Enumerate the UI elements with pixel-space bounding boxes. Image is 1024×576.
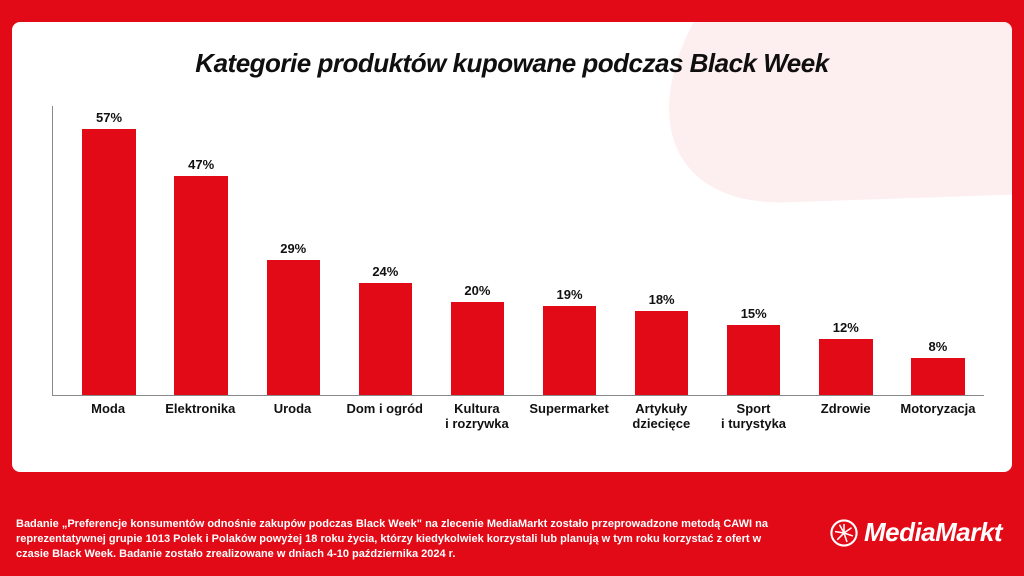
bar-value-label: 19%	[557, 287, 583, 302]
bar-value-label: 18%	[649, 292, 675, 307]
category-label: Kultura i rozrywka	[431, 396, 523, 448]
category-label: Sport i turystyka	[707, 396, 799, 448]
category-label: Artykuły dziecięce	[615, 396, 707, 448]
bar-value-label: 15%	[741, 306, 767, 321]
category-label: Zdrowie	[800, 396, 892, 448]
category-label: Supermarket	[523, 396, 615, 448]
category-label: Moda	[62, 396, 154, 448]
bar	[635, 311, 688, 395]
bar	[451, 302, 504, 395]
bar-value-label: 29%	[280, 241, 306, 256]
bar-value-label: 8%	[928, 339, 947, 354]
chart-panel: Kategorie produktów kupowane podczas Bla…	[12, 22, 1012, 472]
bar	[819, 339, 872, 395]
footnote: Badanie „Preferencje konsumentów odnośni…	[16, 517, 794, 562]
category-label: Motoryzacja	[892, 396, 984, 448]
bar-value-label: 20%	[464, 283, 490, 298]
bar	[267, 260, 320, 395]
bar	[174, 176, 227, 395]
bar-chart: 57% 47% 29% 24% 20% 19% 18% 15% 12% 8% ModaElektr…	[52, 106, 984, 448]
slide-frame: Kategorie produktów kupowane podczas Bla…	[0, 0, 1024, 576]
bar	[911, 358, 964, 395]
bar-column: 18%	[616, 106, 708, 395]
plot-area: 57% 47% 29% 24% 20% 19% 18% 15% 12% 8%	[52, 106, 984, 396]
bar-value-label: 24%	[372, 264, 398, 279]
bar-value-label: 57%	[96, 110, 122, 125]
bar-column: 19%	[523, 106, 615, 395]
bar	[543, 306, 596, 395]
bar	[727, 325, 780, 395]
bar	[82, 129, 135, 395]
brand-logo: MediaMarkt	[830, 517, 1002, 548]
chart-title: Kategorie produktów kupowane podczas Bla…	[12, 48, 1012, 79]
bar-value-label: 12%	[833, 320, 859, 335]
category-label: Uroda	[246, 396, 338, 448]
bar-column: 8%	[892, 106, 984, 395]
bar	[359, 283, 412, 395]
bar-column: 20%	[431, 106, 523, 395]
brand-logo-text: MediaMarkt	[864, 517, 1002, 548]
brand-logo-icon	[830, 519, 858, 547]
category-labels: ModaElektronikaUrodaDom i ogródKultura i…	[62, 396, 984, 448]
category-label: Dom i ogród	[339, 396, 431, 448]
bar-column: 12%	[800, 106, 892, 395]
bar-column: 57%	[63, 106, 155, 395]
bar-column: 47%	[155, 106, 247, 395]
bar-column: 15%	[708, 106, 800, 395]
bar-column: 29%	[247, 106, 339, 395]
bars-container: 57% 47% 29% 24% 20% 19% 18% 15% 12% 8%	[63, 106, 984, 395]
bar-value-label: 47%	[188, 157, 214, 172]
bar-column: 24%	[339, 106, 431, 395]
category-label: Elektronika	[154, 396, 246, 448]
